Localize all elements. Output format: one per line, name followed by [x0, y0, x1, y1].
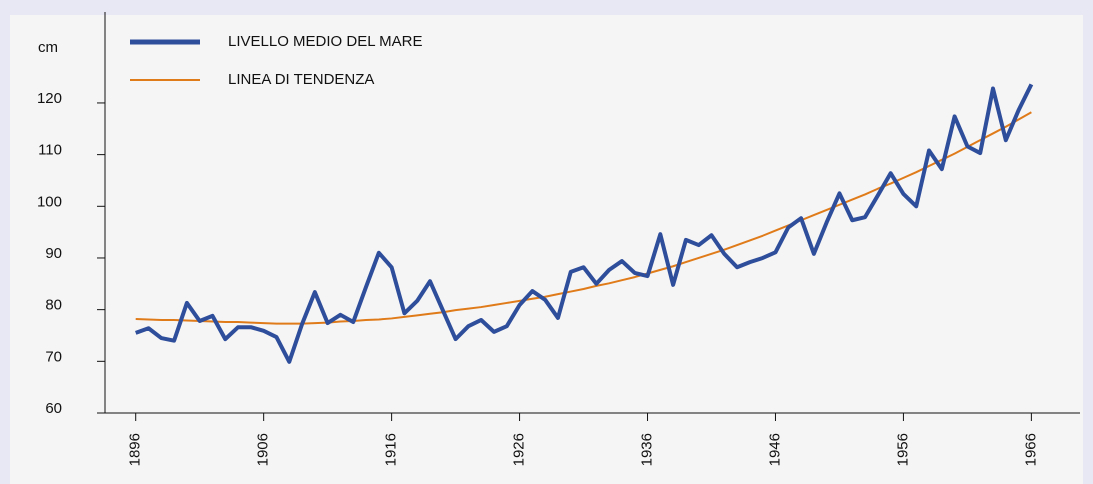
y-tick-label: 110	[38, 142, 62, 159]
x-tick-label: 1906	[255, 433, 272, 466]
legend-label: LINEA DI TENDENZA	[228, 71, 374, 88]
y-tick-label: 100	[37, 193, 62, 210]
y-tick-label: 90	[45, 245, 62, 262]
y-tick-label: 120	[37, 90, 62, 107]
x-tick-label: 1936	[638, 433, 655, 466]
x-tick-label: 1966	[1022, 433, 1039, 466]
x-tick-label: 1956	[894, 433, 911, 466]
x-tick-label: 1926	[511, 433, 528, 466]
series-line	[135, 83, 1034, 364]
x-tick-label: 1946	[766, 433, 783, 466]
y-tick-label: 60	[45, 400, 62, 417]
y-axis-unit: cm	[38, 39, 58, 56]
y-tick-label: 70	[45, 348, 62, 365]
y-tick-label: 80	[45, 297, 62, 314]
x-tick-label: 1896	[127, 433, 144, 466]
plot-panel	[10, 15, 1083, 484]
legend-label: LIVELLO MEDIO DEL MARE	[228, 33, 423, 50]
x-tick-label: 1916	[383, 433, 400, 466]
